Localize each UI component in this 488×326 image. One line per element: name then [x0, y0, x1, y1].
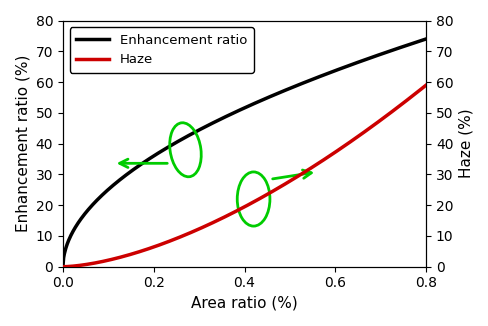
Y-axis label: Haze (%): Haze (%) [458, 109, 473, 178]
Legend: Enhancement ratio, Haze: Enhancement ratio, Haze [69, 27, 253, 73]
X-axis label: Area ratio (%): Area ratio (%) [191, 296, 297, 311]
Y-axis label: Enhancement ratio (%): Enhancement ratio (%) [15, 55, 30, 232]
